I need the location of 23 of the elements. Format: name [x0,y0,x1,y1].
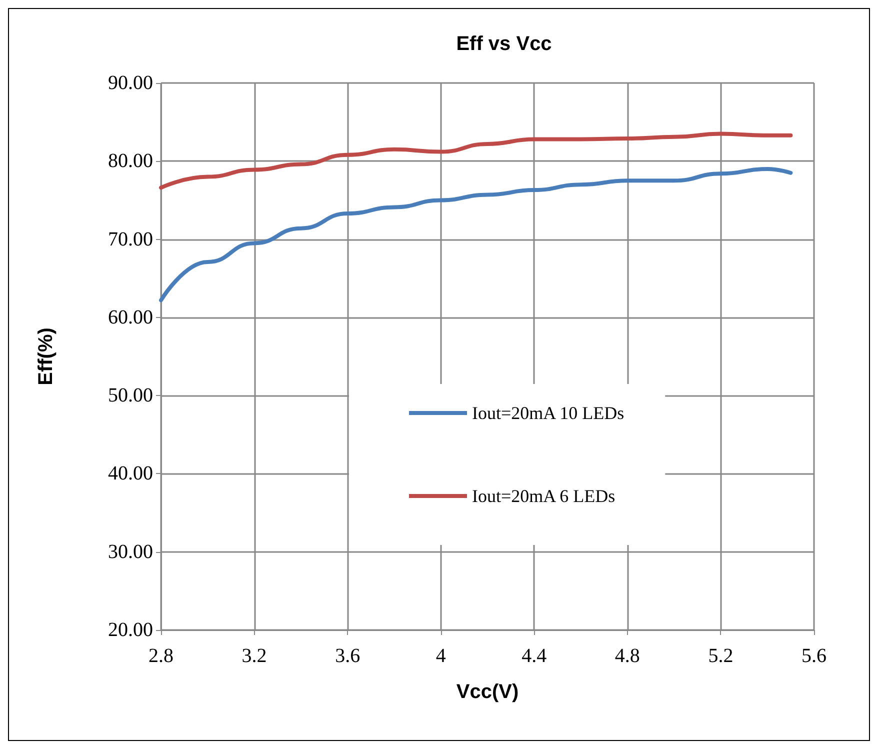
y-tick-label: 70.00 [108,228,153,250]
y-tick-label: 80.00 [108,150,153,172]
y-tick-label: 30.00 [108,540,153,563]
y-axis-title: Eff(%) [35,328,57,386]
x-tick-label: 4 [436,645,446,667]
y-tick-label: 40.00 [108,462,153,485]
y-tick-label: 20.00 [108,619,153,641]
y-tick-label: 60.00 [108,306,153,328]
x-tick-label: 3.6 [335,645,360,667]
line-series [159,132,793,190]
x-tick-label: 4.8 [614,645,640,667]
x-tick-label: 5.2 [708,645,734,667]
legend-label: Iout=20mA 6 LEDs [472,486,616,506]
x-axis-title: Vcc(V) [456,681,519,703]
y-tick-label: 90.00 [108,72,153,94]
x-tick-label: 3.2 [242,645,267,667]
chart-title: Eff vs Vcc [456,33,552,55]
line-series [159,166,793,302]
x-tick-label: 4.4 [522,645,547,667]
x-tick-label: 5.6 [802,645,826,667]
legend-label: Iout=20mA 10 LEDs [472,403,624,423]
x-tick-label: 2.8 [148,645,174,667]
y-tick-label: 50.00 [108,384,153,407]
